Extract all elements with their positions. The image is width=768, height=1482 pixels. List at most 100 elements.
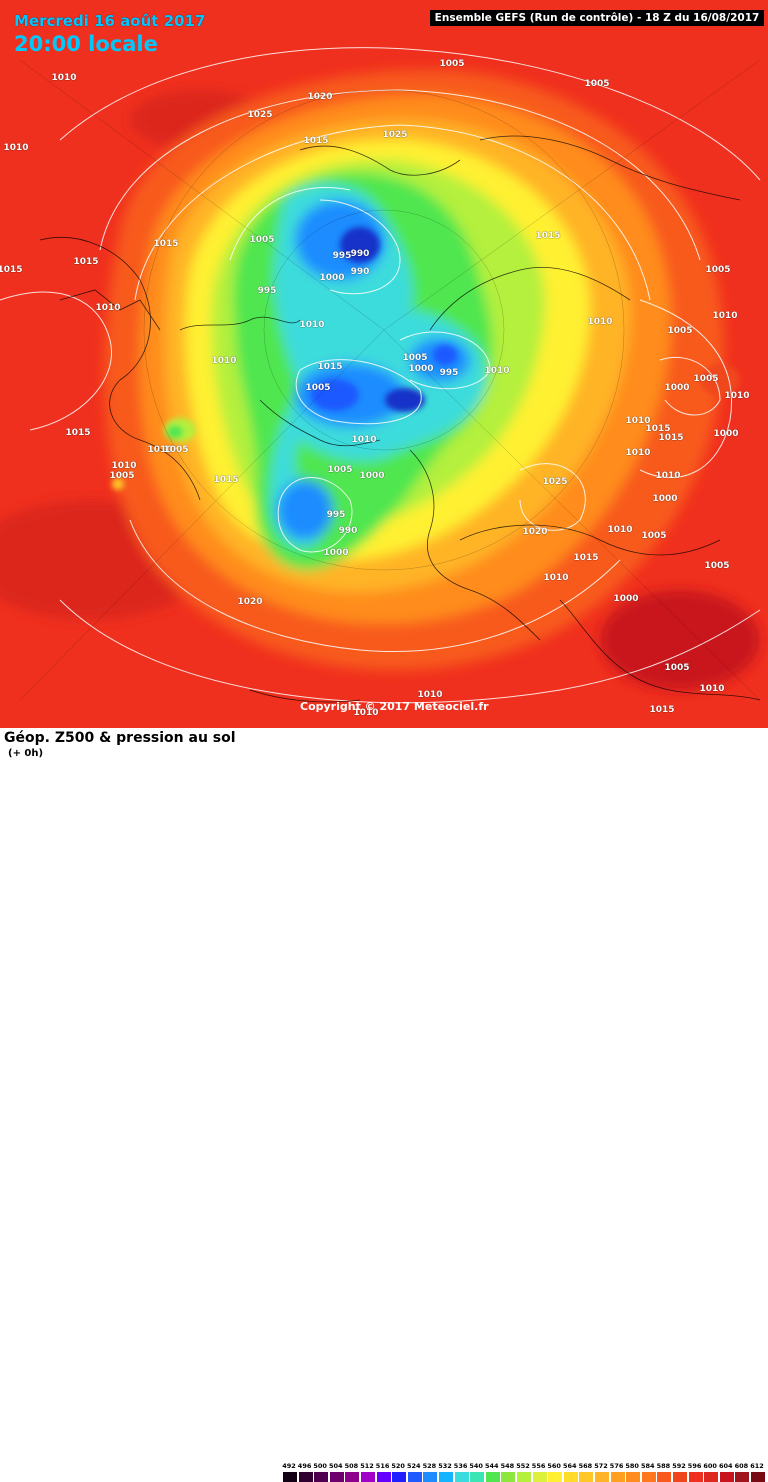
pressure-label: 1010 (299, 320, 325, 330)
pressure-label: 1010 (3, 143, 29, 153)
pressure-label: 1010 (351, 435, 377, 445)
scale-swatch (376, 1472, 391, 1482)
pressure-label: 1000 (319, 273, 345, 283)
pressure-label: 1010 (147, 445, 173, 455)
scale-tick: 564 (563, 1462, 577, 1470)
pressure-label: 1010 (712, 311, 738, 321)
map-date: Mercredi 16 août 2017 (14, 12, 206, 30)
scale-swatch (579, 1472, 594, 1482)
pressure-label: 1015 (213, 475, 239, 485)
scale-tick: 536 (453, 1462, 468, 1470)
scale-swatch (735, 1472, 750, 1482)
scale-tick: 568 (578, 1462, 593, 1470)
pressure-label: 1020 (522, 527, 548, 537)
pressure-label: 1010 (111, 461, 137, 471)
pressure-label: 1000 (613, 594, 639, 604)
isobars (0, 47, 761, 704)
pressure-label: 990 (350, 267, 370, 277)
graticule (19, 59, 761, 701)
scale-tick: 532 (438, 1462, 452, 1470)
scale-tick: 560 (547, 1462, 561, 1470)
pressure-label: 1005 (584, 79, 610, 89)
scale-swatch (345, 1472, 360, 1482)
pressure-label: 1015 (65, 428, 91, 438)
pressure-label: 1005 (693, 374, 719, 384)
pressure-label: 990 (338, 526, 358, 536)
scale-swatch (673, 1472, 687, 1482)
scale-swatch (392, 1472, 407, 1482)
pressure-label: 1005 (705, 265, 731, 275)
scale-swatch (361, 1472, 375, 1482)
scale-tick: 580 (625, 1462, 639, 1470)
scale-swatch (501, 1472, 516, 1482)
pressure-label: 995 (332, 251, 352, 261)
scale-swatch (298, 1472, 313, 1482)
pressure-label: 1015 (645, 424, 671, 434)
pressure-label: 1010 (607, 525, 633, 535)
scale-tick: 612 (750, 1462, 764, 1470)
scale-tick: 608 (734, 1462, 749, 1470)
coastlines (39, 135, 761, 703)
scale-swatch (439, 1472, 453, 1482)
pressure-label: 1010 (95, 303, 121, 313)
scale-swatch (641, 1472, 656, 1482)
pressure-label: 1015 (73, 257, 99, 267)
footer-subtitle: (+ 0h) (8, 748, 44, 759)
pressure-label: 1025 (247, 110, 273, 120)
scale-tick: 572 (594, 1462, 608, 1470)
pressure-label: 995 (439, 368, 459, 378)
scale-swatch (657, 1472, 672, 1482)
scale-tick: 544 (485, 1462, 499, 1470)
scale-swatch (751, 1472, 765, 1482)
scale-swatch (314, 1472, 329, 1482)
scale-swatch (532, 1472, 547, 1482)
pressure-label: 1015 (317, 362, 343, 372)
pressure-label: 1005 (439, 59, 465, 69)
pressure-label: 1005 (249, 235, 275, 245)
pressure-label: 1015 (303, 136, 329, 146)
pressure-label: 1010 (699, 684, 725, 694)
scale-swatch (563, 1472, 578, 1482)
pressure-label: 1025 (542, 477, 568, 487)
scale-swatch (688, 1472, 703, 1482)
scale-tick: 552 (516, 1462, 530, 1470)
pressure-label: 1005 (163, 445, 189, 455)
scale-swatch (454, 1472, 469, 1482)
pressure-label: 1000 (323, 548, 349, 558)
pressure-label: 1015 (573, 553, 599, 563)
pressure-label: 1010 (353, 708, 379, 718)
scale-swatch (595, 1472, 609, 1482)
pressure-label: 1005 (305, 383, 331, 393)
scale-tick: 492 (282, 1462, 296, 1470)
scale-tick: 520 (391, 1462, 405, 1470)
scale-tick: 528 (422, 1462, 437, 1470)
scale-tick: 588 (656, 1462, 671, 1470)
pressure-label: 1000 (359, 471, 385, 481)
pressure-label: 1010 (587, 317, 613, 327)
scale-tick: 496 (297, 1462, 312, 1470)
pressure-label: 1010 (211, 356, 237, 366)
footer: Géop. Z500 & pression au sol (+ 0h) 492 4… (0, 728, 768, 1482)
pressure-label: 1010 (724, 391, 750, 401)
pressure-label: 1010 (484, 366, 510, 376)
pressure-label: 1015 (649, 705, 675, 715)
pressure-label: 990 (350, 249, 370, 259)
pressure-label: 1010 (625, 448, 651, 458)
copyright: Copyright © 2017 Meteociel.fr (300, 700, 489, 713)
pressure-label: 1010 (417, 690, 443, 700)
pressure-label: 1025 (382, 130, 408, 140)
pressure-label: 1015 (535, 231, 561, 241)
scale-tick: 576 (609, 1462, 624, 1470)
scale-swatch (407, 1472, 422, 1482)
scale-swatch (610, 1472, 625, 1482)
pressure-label: 1015 (658, 433, 684, 443)
scale-swatch (470, 1472, 485, 1482)
pressure-label: 1010 (655, 471, 681, 481)
pressure-label: 1015 (0, 265, 23, 275)
pressure-label: 1020 (237, 597, 263, 607)
scale-swatch (548, 1472, 563, 1482)
scale-swatch (517, 1472, 531, 1482)
pressure-label: 1000 (652, 494, 678, 504)
pressure-label: 1000 (408, 364, 434, 374)
scale-tick: 504 (329, 1462, 343, 1470)
